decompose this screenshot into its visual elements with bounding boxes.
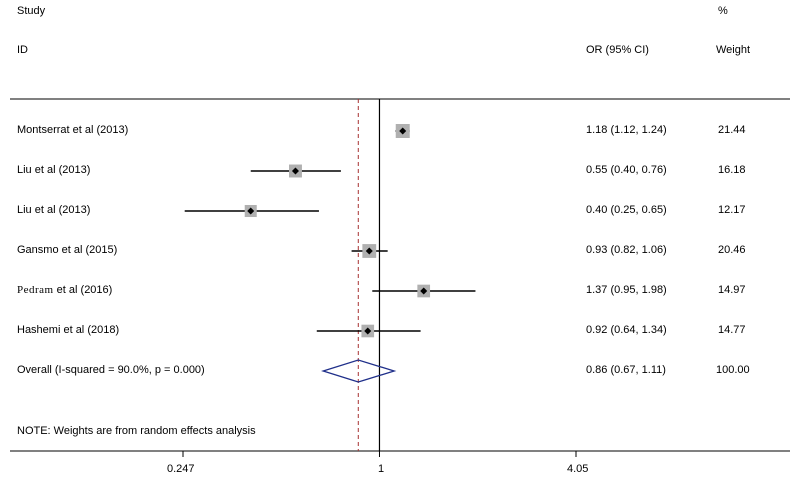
study-weight-6: 14.77 [718,324,746,336]
study-point-5 [420,287,428,295]
overall-or: 0.86 (0.67, 1.11) [586,364,666,376]
study-weight-1: 21.44 [718,124,746,136]
study-point-2 [291,167,299,175]
x-tick-label-405: 4.05 [567,463,589,475]
study-or-6: 0.92 (0.64, 1.34) [586,324,667,336]
study-weight-3: 12.17 [718,204,746,216]
header-study: Study [17,5,46,17]
study-label-4: Gansmo et al (2015) [17,244,118,256]
overall-weight: 100.00 [716,364,750,376]
study-weight-2: 16.18 [718,164,746,176]
study-point-4 [365,247,373,255]
header-percent: % [718,5,728,17]
study-or-2: 0.55 (0.40, 0.76) [586,164,667,176]
study-label-1: Montserrat et al (2013) [17,124,129,136]
header-id: ID [17,44,28,56]
x-tick-label-0247: 0.247 [167,463,195,475]
study-or-3: 0.40 (0.25, 0.65) [586,204,667,216]
study-point-1 [399,127,407,135]
header-weight: Weight [716,44,751,56]
study-weight-5: 14.97 [718,284,746,296]
header-or-ci: OR (95% CI) [586,44,649,56]
study-or-4: 0.93 (0.82, 1.06) [586,244,667,256]
study-point-3 [247,207,255,215]
study-label-5: Pedram et al (2016) [17,284,113,296]
overall-diamond [321,359,397,383]
note-text: NOTE: Weights are from random effects an… [17,425,256,437]
x-tick-label-1: 1 [378,463,385,475]
study-point-6 [364,327,372,335]
study-or-5: 1.37 (0.95, 1.98) [586,284,667,296]
study-or-1: 1.18 (1.12, 1.24) [586,124,667,136]
study-label-6: Hashemi et al (2018) [17,324,120,336]
overall-label: Overall (I-squared = 90.0%, p = 0.000) [17,364,205,376]
study-label-2: Liu et al (2013) [17,164,91,176]
study-label-3: Liu et al (2013) [17,204,91,216]
study-weight-4: 20.46 [718,244,746,256]
